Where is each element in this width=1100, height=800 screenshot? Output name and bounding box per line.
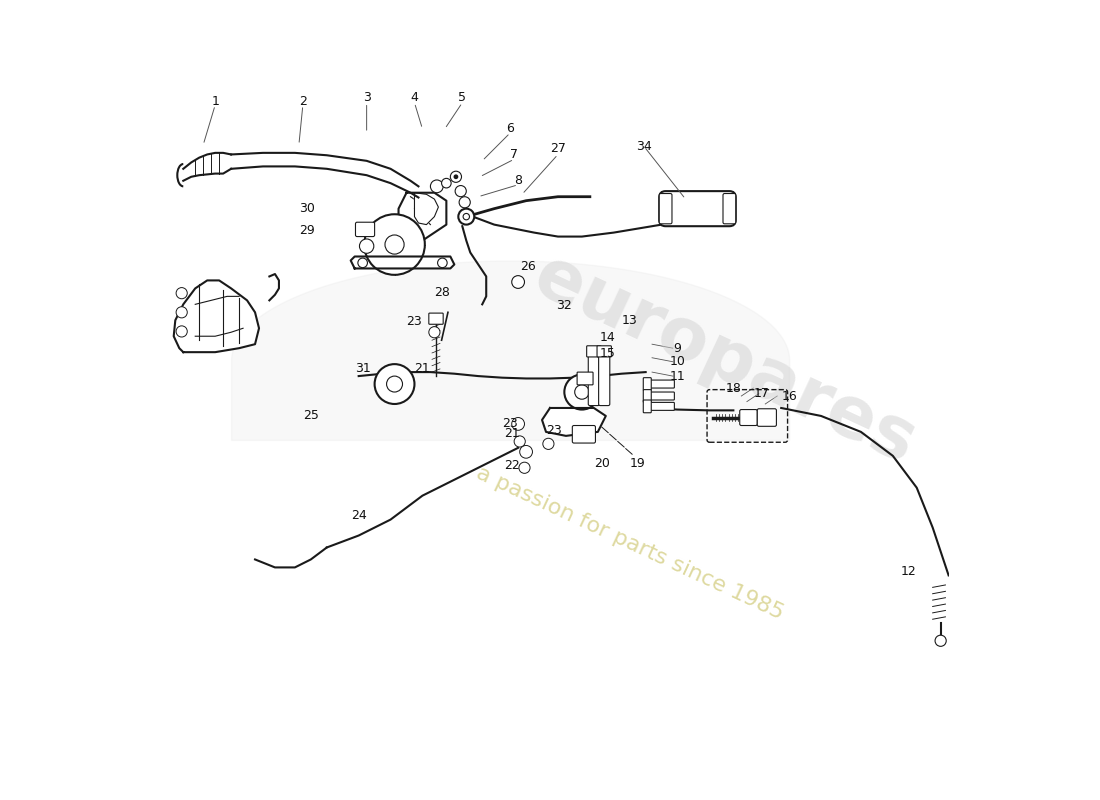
- Text: 9: 9: [673, 342, 682, 354]
- Text: 26: 26: [520, 259, 536, 273]
- Text: 27: 27: [550, 142, 565, 155]
- FancyBboxPatch shape: [578, 372, 593, 385]
- Text: 10: 10: [670, 355, 685, 368]
- Circle shape: [358, 258, 367, 268]
- FancyBboxPatch shape: [659, 194, 672, 224]
- Text: 4: 4: [410, 90, 418, 103]
- FancyBboxPatch shape: [355, 222, 375, 237]
- FancyBboxPatch shape: [757, 409, 777, 426]
- FancyBboxPatch shape: [659, 191, 736, 226]
- Circle shape: [459, 209, 474, 225]
- Text: 21: 21: [504, 427, 519, 440]
- Text: 8: 8: [514, 174, 522, 187]
- Polygon shape: [398, 193, 447, 241]
- Text: 7: 7: [510, 148, 518, 161]
- Circle shape: [429, 326, 440, 338]
- Text: 12: 12: [901, 565, 916, 578]
- Polygon shape: [184, 153, 231, 181]
- Text: 23: 23: [546, 424, 562, 437]
- Circle shape: [542, 438, 554, 450]
- FancyBboxPatch shape: [597, 346, 612, 357]
- Text: 6: 6: [506, 122, 514, 135]
- Text: 1: 1: [211, 94, 219, 107]
- Text: 17: 17: [754, 387, 769, 400]
- Text: 28: 28: [434, 286, 450, 299]
- Text: 14: 14: [600, 331, 615, 344]
- Text: 16: 16: [781, 390, 798, 402]
- Circle shape: [375, 364, 415, 404]
- Circle shape: [360, 239, 374, 254]
- Circle shape: [176, 287, 187, 298]
- FancyBboxPatch shape: [429, 313, 443, 324]
- Text: 22: 22: [504, 459, 519, 472]
- Text: 32: 32: [557, 299, 572, 313]
- Circle shape: [935, 635, 946, 646]
- Circle shape: [512, 418, 525, 430]
- FancyBboxPatch shape: [723, 194, 736, 224]
- Circle shape: [455, 186, 466, 197]
- Circle shape: [453, 174, 459, 179]
- Circle shape: [438, 258, 448, 268]
- Circle shape: [564, 374, 600, 410]
- Polygon shape: [415, 193, 439, 225]
- FancyBboxPatch shape: [572, 426, 595, 443]
- Text: a passion for parts since 1985: a passion for parts since 1985: [473, 463, 786, 624]
- FancyBboxPatch shape: [644, 378, 651, 390]
- Text: 30: 30: [299, 202, 315, 215]
- Text: 18: 18: [725, 382, 741, 394]
- FancyBboxPatch shape: [644, 390, 651, 402]
- Polygon shape: [174, 281, 258, 352]
- FancyBboxPatch shape: [598, 354, 609, 406]
- Text: 31: 31: [355, 362, 371, 374]
- Text: 2: 2: [299, 94, 307, 107]
- FancyBboxPatch shape: [645, 380, 674, 388]
- Text: 11: 11: [670, 370, 685, 382]
- Polygon shape: [351, 257, 454, 269]
- Circle shape: [176, 326, 187, 337]
- Polygon shape: [542, 408, 606, 436]
- Polygon shape: [231, 153, 418, 198]
- FancyBboxPatch shape: [645, 402, 674, 410]
- Text: 3: 3: [363, 90, 371, 103]
- Circle shape: [519, 462, 530, 474]
- FancyBboxPatch shape: [644, 400, 651, 413]
- Circle shape: [512, 276, 525, 288]
- Circle shape: [441, 178, 451, 188]
- Text: 21: 21: [415, 362, 430, 374]
- Text: 19: 19: [630, 458, 646, 470]
- Circle shape: [430, 180, 443, 193]
- FancyBboxPatch shape: [586, 346, 601, 357]
- Text: 13: 13: [621, 314, 638, 326]
- Text: 25: 25: [302, 410, 319, 422]
- Text: 23: 23: [503, 418, 518, 430]
- Text: 29: 29: [299, 225, 315, 238]
- Text: 15: 15: [600, 347, 615, 360]
- Circle shape: [364, 214, 425, 275]
- Text: 24: 24: [351, 509, 366, 522]
- Circle shape: [514, 436, 526, 447]
- FancyBboxPatch shape: [588, 354, 600, 406]
- Text: 34: 34: [636, 140, 652, 153]
- FancyBboxPatch shape: [645, 392, 674, 400]
- Circle shape: [459, 197, 471, 208]
- Text: 20: 20: [594, 458, 609, 470]
- Text: 23: 23: [407, 315, 422, 328]
- FancyBboxPatch shape: [739, 410, 757, 426]
- Circle shape: [519, 446, 532, 458]
- Text: 5: 5: [459, 90, 466, 103]
- Circle shape: [176, 306, 187, 318]
- Text: europares: europares: [524, 242, 927, 479]
